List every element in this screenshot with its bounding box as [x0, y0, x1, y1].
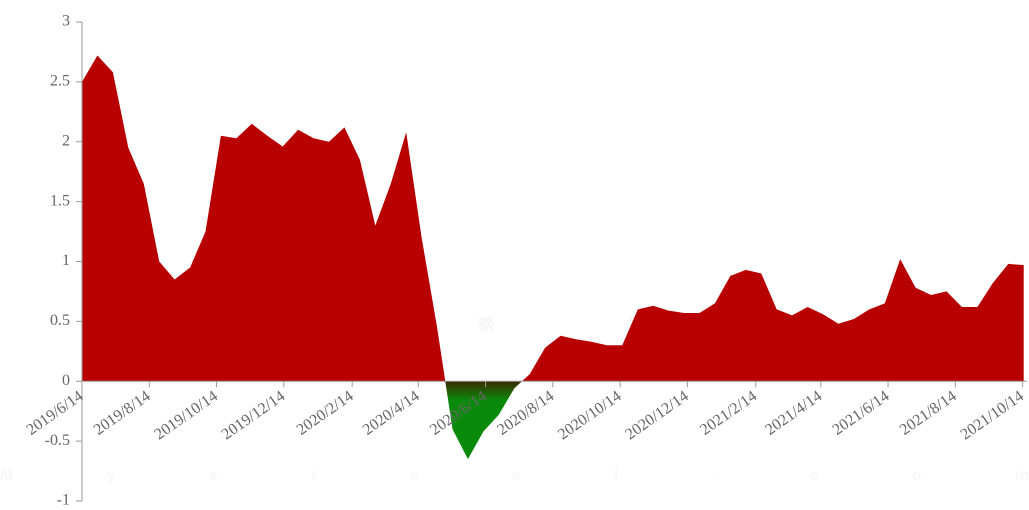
x-tick-label: 2020/10/14	[555, 388, 624, 444]
area	[82, 55, 1024, 460]
x-tick-label: 2021/2/14	[697, 388, 760, 439]
x-tick-label: 2020/12/14	[622, 388, 691, 444]
y-tick-label: 0	[62, 372, 70, 389]
y-tick-label: 2.5	[50, 73, 70, 90]
x-tick-label: 2019/8/14	[91, 388, 154, 439]
y-tick-label: 0.5	[50, 312, 70, 329]
y-tick-label: 3	[62, 13, 70, 30]
x-tick-label: 2021/10/14	[958, 388, 1027, 444]
x-tick-label: 2021/8/14	[897, 388, 960, 439]
x-tick-label: 2021/6/14	[830, 388, 893, 439]
x-tick-label: 2021/4/14	[762, 388, 825, 439]
y-tick-label: -1	[57, 492, 70, 509]
y-tick-label: 1	[62, 252, 70, 269]
x-tick-label: 2019/10/14	[151, 388, 220, 444]
y-tick-label: -0.5	[45, 432, 70, 449]
x-tick-label: 2019/12/14	[219, 388, 288, 444]
y-tick-label: 2	[62, 132, 70, 149]
x-tick-label: 2020/4/14	[360, 388, 423, 439]
x-tick-label: 2020/2/14	[294, 388, 357, 439]
y-tick-label: 1.5	[50, 192, 70, 209]
watermark-text: Mysteel.com	[0, 467, 1029, 484]
